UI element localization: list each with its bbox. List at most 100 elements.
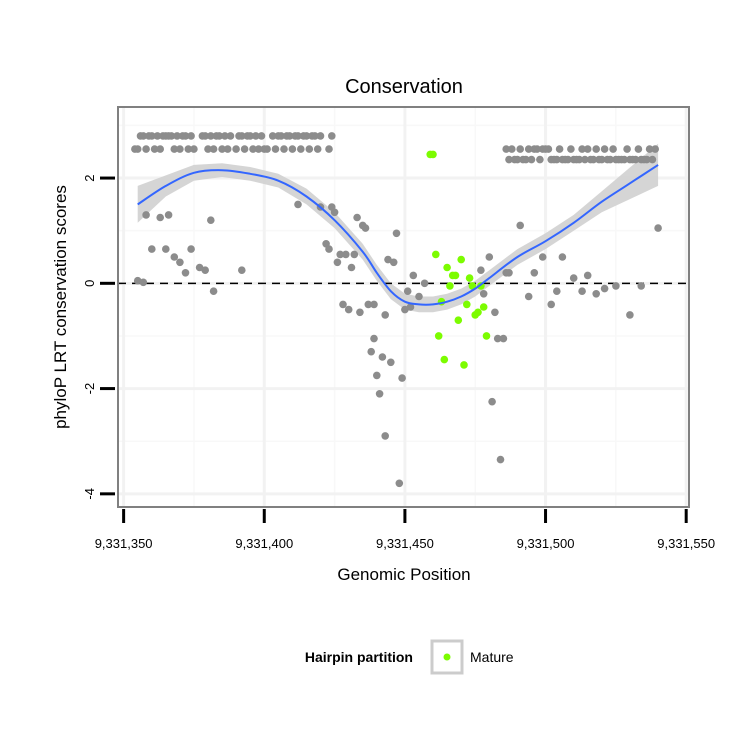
data-point-other [148,132,156,140]
data-point-other [339,300,347,309]
data-point-other [342,250,350,259]
x-tick-label: 9,331,450 [376,536,434,551]
y-tick-label: 0 [82,280,97,287]
data-point-other [215,132,224,140]
data-point-mature [479,303,488,311]
data-point-other [238,132,246,140]
data-point-other [564,155,572,164]
data-point-other [285,132,294,140]
data-point-other [578,287,586,296]
data-point-mature [454,316,463,325]
data-point-other [645,145,654,153]
data-point-other [294,200,302,209]
data-point-other [558,253,567,261]
panel-border [117,106,690,508]
data-point-other [181,269,190,277]
data-point-other [648,155,657,164]
data-point-other [246,132,254,140]
data-point-mature [465,274,474,282]
data-point-other [502,145,511,153]
data-point-other [389,258,398,267]
data-point-other [288,145,297,153]
data-point-other [238,266,246,275]
series-other [131,132,662,488]
data-point-other [176,145,184,153]
data-point-other [173,132,181,140]
data-point-other [240,145,249,153]
data-point-other [496,455,505,464]
data-point-other [207,216,215,224]
y-tick-label: -2 [82,383,97,395]
x-tick-label: 9,331,500 [517,536,575,551]
data-point-other [592,145,600,153]
data-point-mature [474,308,482,317]
data-point-other [201,266,209,275]
data-point-other [488,397,496,406]
data-point-mature [451,271,460,280]
data-point-other [479,290,488,298]
data-point-mature [429,150,437,159]
data-point-other [347,263,356,272]
legend-key-mature-marker [443,653,451,661]
data-point-other [367,347,376,356]
data-point-other [181,132,190,140]
data-point-mature [443,263,451,272]
data-point-other [297,145,305,153]
data-point-mature [482,332,491,340]
data-point-other [415,292,423,301]
data-point-other [350,250,359,259]
data-point-other [277,132,285,140]
data-point-other [184,145,193,153]
data-point-other [387,358,395,367]
data-point-mature [434,332,443,340]
data-point-other [583,145,592,153]
data-point-other [544,145,553,153]
data-point-other [139,132,148,140]
data-point-other [294,132,302,140]
data-point-other [651,145,659,153]
data-point-other [609,145,617,153]
data-point-other [257,132,266,140]
data-point-mature [468,282,477,290]
x-tick-label: 9,331,550 [657,536,715,551]
data-point-other [527,155,536,164]
data-point-other [600,145,609,153]
data-point-other [313,145,322,153]
data-point-other [316,132,325,140]
data-point-other [505,155,513,164]
data-point-other [361,224,370,232]
data-point-other [142,211,150,219]
data-point-other [328,132,336,140]
data-point-other [336,250,345,259]
data-point-other [637,282,645,290]
data-point-other [162,245,170,253]
data-point-other [381,311,390,319]
data-point-other [201,132,209,140]
data-point-other [221,132,229,140]
data-point-other [569,274,578,282]
data-point-other [190,145,198,153]
data-point-other [254,145,263,153]
data-point-other [344,305,353,314]
data-point-other [522,155,530,164]
plot-panel [117,106,690,508]
data-point-other [406,303,415,311]
data-point-other [353,213,361,222]
smooth-trend-line [137,164,659,306]
data-point-other [356,308,364,317]
data-point-other [333,258,342,267]
data-point-other [370,334,378,343]
data-point-other [567,145,575,153]
data-point-other [170,145,179,153]
data-point-other [612,282,620,290]
data-point-other [311,132,319,140]
data-point-other [536,155,544,164]
data-point-other [516,145,524,153]
data-point-other [505,269,513,277]
data-point-other [530,269,539,277]
data-point-other [263,145,271,153]
data-point-other [583,271,592,280]
data-point-other [170,253,179,261]
data-point-other [167,132,176,140]
data-point-other [499,334,508,343]
